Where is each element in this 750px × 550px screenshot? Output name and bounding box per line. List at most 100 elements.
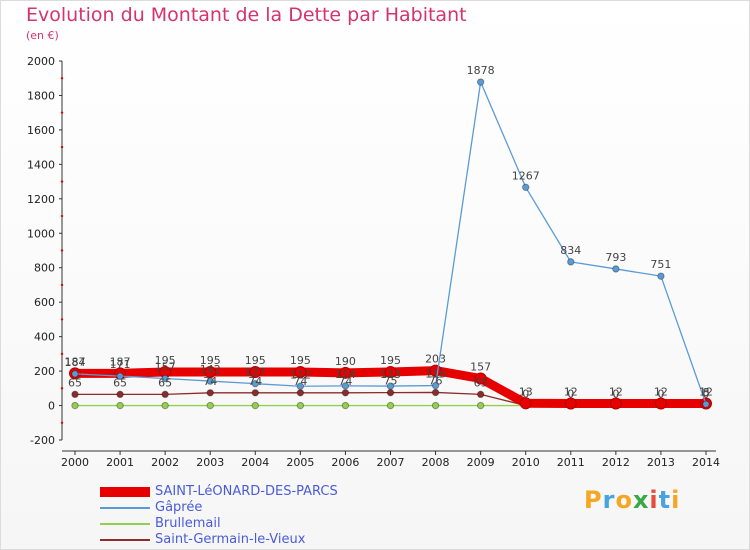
data-label: 65 (474, 376, 488, 389)
logo-letter: i (649, 486, 659, 514)
y-tick-label: 1200 (27, 193, 55, 206)
data-label: 12 (609, 385, 623, 398)
series-point (251, 379, 259, 388)
series-point (71, 370, 79, 378)
data-label: 157 (155, 360, 176, 373)
legend-swatch-gapree (100, 507, 150, 509)
series-point (251, 389, 259, 397)
x-tick-label: 2009 (467, 456, 495, 469)
series-point (384, 365, 397, 378)
data-label: 0 (612, 388, 619, 401)
legend-label-saint-leonard: SAINT-LéONARD-DES-PARCS (155, 484, 338, 499)
x-tick-label: 2001 (106, 456, 134, 469)
series-point (431, 388, 440, 397)
y-tick-label: 1400 (27, 158, 55, 171)
y-minor-tick (60, 77, 64, 80)
x-tick-label: 2005 (286, 456, 314, 469)
data-label: 74 (203, 375, 217, 388)
y-minor-tick (60, 249, 64, 252)
series-point (116, 401, 124, 410)
data-label: 74 (293, 375, 307, 388)
data-label: 12 (564, 385, 578, 398)
series-point (249, 365, 262, 378)
data-label: 793 (605, 251, 626, 264)
y-tick-label: 200 (34, 365, 55, 378)
series-point (341, 401, 350, 410)
x-tick-label: 2003 (196, 456, 224, 469)
x-tick-label: 2007 (377, 456, 405, 469)
y-tick-label: 400 (34, 331, 55, 344)
series-point (522, 183, 530, 191)
series-point (476, 78, 485, 86)
series-point (519, 397, 532, 410)
data-label: 195 (290, 354, 311, 367)
x-tick-label: 2008 (422, 456, 450, 469)
data-label: 834 (560, 244, 581, 257)
data-label: 13 (519, 385, 533, 398)
data-label: 74 (248, 375, 262, 388)
logo-letter: i (671, 486, 681, 514)
series-point (474, 372, 487, 385)
series-point (206, 377, 214, 385)
series-point (609, 397, 622, 410)
series-point (294, 365, 307, 378)
data-label: 0 (703, 388, 710, 401)
legend-label-gapree: Gâprée (155, 500, 203, 515)
y-tick-label: 800 (34, 262, 55, 275)
series-point (339, 366, 352, 379)
data-label: 187 (110, 355, 131, 368)
data-label: 195 (380, 354, 401, 367)
series-point (206, 401, 214, 410)
data-label: 112 (290, 368, 311, 381)
series-point (116, 372, 124, 380)
series-point (386, 401, 395, 410)
x-tick-label: 2002 (151, 456, 179, 469)
data-label: 76 (429, 374, 443, 387)
series-point (386, 388, 395, 397)
data-label: 65 (68, 376, 82, 389)
series-point (657, 272, 665, 280)
data-label: 65 (113, 376, 127, 389)
chart-unit: (en €) (26, 29, 59, 42)
y-tick-label: 1000 (27, 227, 55, 240)
x-tick-label: 2000 (61, 456, 89, 469)
data-label: 157 (470, 360, 491, 373)
series-point (702, 400, 710, 408)
series-point (296, 389, 305, 397)
series-point (431, 381, 440, 390)
y-tick-label: 1800 (27, 89, 55, 102)
x-tick-label: 2011 (557, 456, 585, 469)
y-minor-tick (60, 111, 64, 114)
data-label: 190 (335, 355, 356, 368)
logo-letter: P (584, 486, 603, 514)
data-label: 184 (65, 356, 86, 369)
series-point (564, 397, 577, 410)
x-tick-label: 2010 (512, 456, 540, 469)
legend-swatch-saint-leonard (100, 487, 150, 497)
y-minor-tick (60, 180, 64, 183)
y-tick-label: 1600 (27, 124, 55, 137)
y-minor-tick (60, 421, 64, 424)
data-label: 113 (380, 368, 401, 381)
y-minor-tick (60, 145, 64, 149)
series-point (296, 401, 305, 410)
proxiti-logo: Proxiti (584, 486, 680, 514)
data-label: 12 (699, 385, 713, 398)
legend-label-brullemail: Brullemail (155, 516, 221, 531)
logo-letter: x (632, 486, 650, 514)
y-minor-tick (60, 214, 64, 218)
data-label: 127 (245, 366, 266, 379)
data-label: 75 (384, 375, 398, 388)
series-point (476, 390, 485, 399)
data-label: 195 (155, 354, 176, 367)
data-label: 751 (650, 258, 671, 271)
series-point (161, 390, 169, 399)
data-label: 187 (65, 355, 86, 368)
logo-letter: r (602, 486, 616, 514)
data-label: 74 (338, 375, 352, 388)
y-tick-label: -200 (30, 434, 55, 447)
series-point (476, 401, 485, 410)
data-label: 203 (425, 353, 446, 366)
data-label: 195 (245, 354, 266, 367)
x-tick-label: 2004 (241, 456, 269, 469)
